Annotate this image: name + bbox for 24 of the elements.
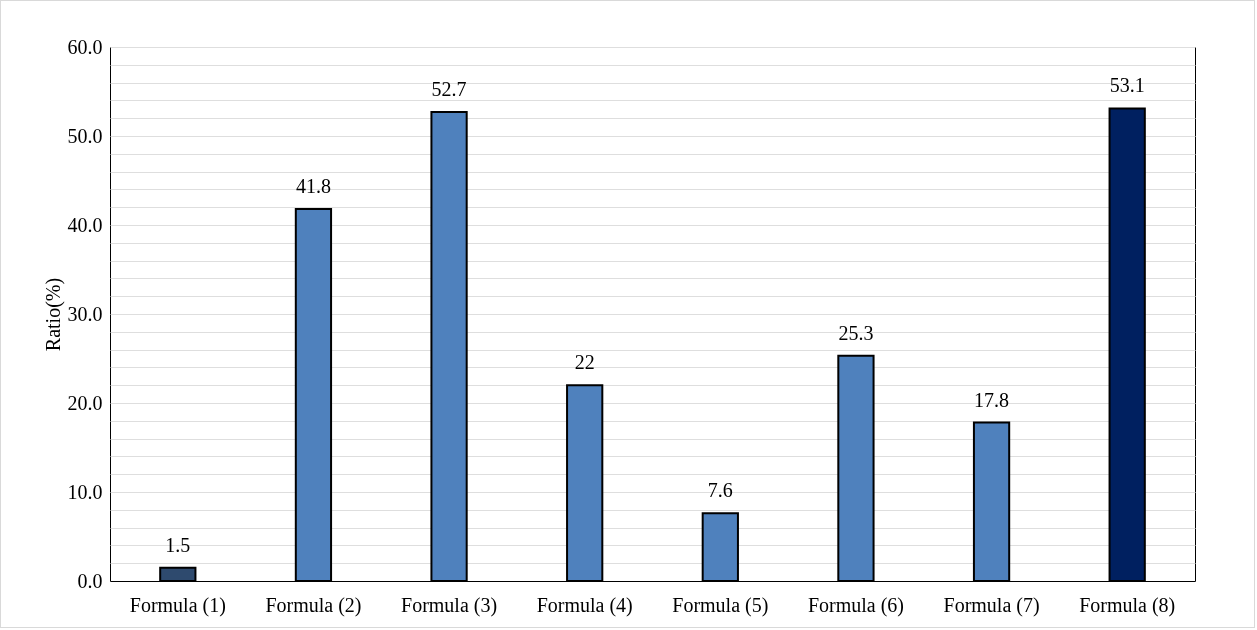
data-label: 41.8 (295, 174, 331, 197)
y-tick-label: 20.0 (67, 391, 103, 414)
y-tick-label: 40.0 (67, 213, 103, 236)
data-label: 25.3 (838, 321, 874, 344)
data-label: 22 (574, 351, 595, 374)
y-tick-label: 30.0 (67, 302, 103, 325)
data-label: 7.6 (707, 479, 733, 502)
x-tick-label: Formula (5) (672, 593, 769, 617)
x-tick-label: Formula (4) (536, 593, 633, 617)
data-label: 52.7 (431, 77, 467, 100)
y-axis-title: Ratio(%) (41, 277, 65, 352)
x-tick-label: Formula (8) (1079, 593, 1176, 617)
x-tick-label: Formula (1) (129, 593, 226, 617)
y-tick-label: 50.0 (67, 124, 103, 147)
y-tick-label: 0.0 (77, 569, 103, 592)
y-tick-label: 60.0 (67, 35, 103, 58)
x-tick-label: Formula (6) (807, 593, 904, 617)
x-tick-label: Formula (7) (943, 593, 1040, 617)
data-label: 53.1 (1109, 74, 1145, 97)
x-tick-label: Formula (2) (265, 593, 362, 617)
data-label: 1.5 (165, 533, 191, 556)
y-tick-label: 10.0 (67, 480, 103, 503)
x-tick-label: Formula (3) (401, 593, 498, 617)
data-label: 17.8 (974, 388, 1010, 411)
